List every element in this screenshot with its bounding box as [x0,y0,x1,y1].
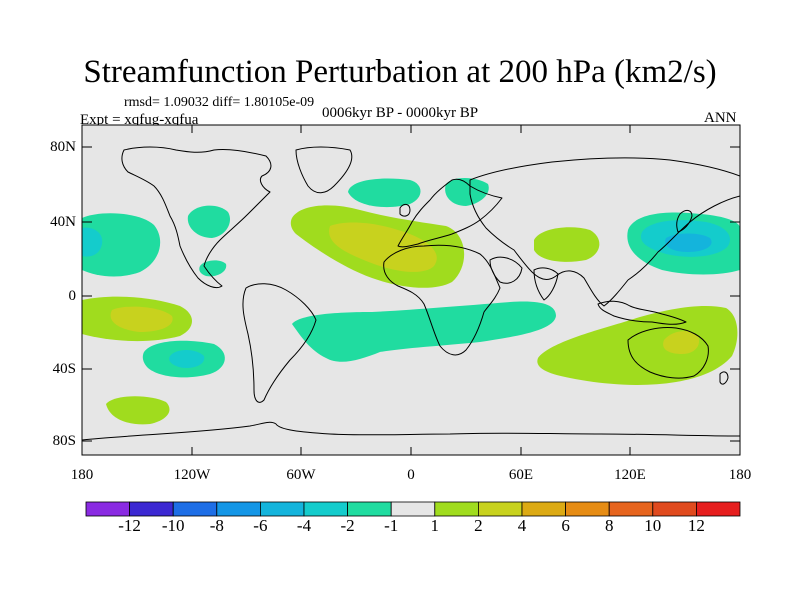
coast-europe [397,178,503,248]
anomaly-australia [537,305,738,385]
anomaly-west-north-america [187,205,231,238]
colorbar [85,501,741,517]
lon-label-0: 0 [407,467,415,483]
anomaly-north-atlantic [348,178,421,208]
lon-label-60E: 60E [508,467,534,483]
anomaly-south-pacific-core [110,306,173,332]
colorbar-box-3 [216,501,261,517]
axis-ticks [82,125,740,455]
lon-label-120W: 120W [173,467,211,483]
anomaly-northwest-pacific-core [665,233,712,252]
experiment-label: Expt = xqfug-xqfua [80,112,199,128]
anomaly-north-pacific-east [82,213,161,277]
lon-label-60W: 60W [286,467,316,483]
colorbar-box-7 [390,501,436,517]
lat-label-40S: 40S [52,361,76,377]
lon-label-180-west: 180 [70,467,94,483]
coast-africa [383,244,501,356]
coast-australia [627,327,709,379]
lon-label-120E: 120E [614,467,646,483]
colorbar-box-5 [303,501,348,517]
lon-label-180-east: 180 [728,467,752,483]
lat-label-0: 0 [68,288,77,304]
anomaly-central-asia [534,227,600,262]
anomaly-scandinavia [445,178,489,206]
anomaly-southern-ocean [106,396,170,425]
anomaly-gulf [199,260,227,277]
lat-label-80S: 80S [52,433,76,449]
colorbar-label: -4 [296,516,312,535]
colorbar-box-0 [85,501,130,517]
colorbar-label: 1 [430,516,440,535]
colorbar-label: 2 [474,516,483,535]
colorbar-label: -8 [209,516,224,535]
colorbar-label: 12 [687,516,705,535]
colorbar-label: -10 [161,516,185,535]
colorbar-box-8 [434,501,479,517]
anomaly-south-atlantic-indian [292,301,556,362]
lat-label-80N: 80N [50,139,76,155]
anomaly-australia-core [663,331,700,354]
colorbar-box-13 [652,501,697,517]
coast-north-america [121,146,272,289]
colorbar-box-9 [477,501,523,517]
colorbar-box-4 [259,501,305,517]
colorbar-label: 6 [561,516,570,535]
map-background [82,125,740,455]
coast-greenland [295,146,353,194]
colorbar-label: -12 [118,516,141,535]
colorbar-box-1 [129,501,174,517]
anomaly-north-africa-core [329,222,437,272]
anomaly-southeast-pacific-core [169,350,205,368]
colorbar-label: -6 [253,516,268,535]
coast-antarctica [82,421,740,441]
colorbar-box-12 [608,501,654,517]
colorbar-box-2 [172,501,218,517]
colorbar-label: 10 [644,516,662,535]
coast-british-isles [399,203,411,217]
plot-title: Streamfunction Perturbation at 200 hPa (… [83,54,717,90]
coast-new-zealand [719,371,729,385]
colorbar-label: -2 [340,516,355,535]
colorbar-box-6 [347,501,392,517]
anomaly-north-pacific-east-core [82,227,103,257]
colorbar-box-10 [521,501,566,517]
colorbar-label: -1 [384,516,399,535]
coast-south-america [242,283,317,403]
season-label: ANN [704,110,737,126]
coast-arabia [489,256,523,284]
rmsd-diff-stats: rmsd= 1.09032 diff= 1.80105e-09 [124,95,315,110]
lat-label-40N: 40N [50,214,76,230]
coast-maritime-continent [597,300,687,325]
coastlines [82,146,740,441]
coast-japan [676,209,693,233]
anomaly-layer [82,178,740,425]
period-label: 0006kyr BP - 0000kyr BP [322,105,479,121]
colorbar-label: 4 [517,516,527,535]
colorbar-label: 8 [604,516,614,535]
coast-asia [469,157,740,307]
colorbar-box-11 [565,501,610,517]
colorbar-box-14 [696,501,741,517]
coast-india [533,267,559,301]
